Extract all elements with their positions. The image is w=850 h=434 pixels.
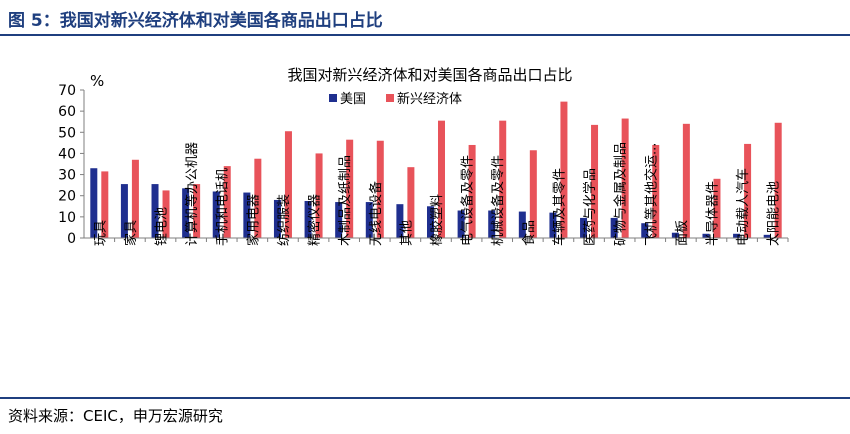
bar-us (365, 202, 373, 238)
bar-emerging (529, 150, 537, 238)
x-tick-label: 家具 (123, 220, 139, 246)
x-tick-label: 矿物与金属及制品 (613, 142, 629, 246)
y-tick-label: 50 (58, 125, 76, 141)
x-tick-label: 锂电池 (155, 207, 170, 246)
x-tick-label: 机械设备及零件 (490, 155, 506, 246)
x-tick-label: 半导体器件 (705, 181, 720, 246)
y-axis-unit: % (90, 72, 104, 90)
bar-us (151, 184, 159, 238)
bar-emerging (744, 143, 752, 238)
bar-us (273, 199, 281, 238)
legend-label-us: 美国 (340, 92, 366, 107)
bar-us (335, 202, 343, 238)
bar-us (90, 168, 98, 238)
bar-emerging (346, 139, 354, 238)
y-tick-label: 70 (58, 83, 76, 99)
bar-us (304, 201, 312, 238)
bar-us (212, 191, 220, 238)
x-tick-label: 无线电设备 (368, 181, 384, 246)
bar-emerging (315, 153, 323, 238)
bars (90, 101, 782, 238)
bar-emerging (162, 190, 170, 238)
bar-emerging (621, 118, 629, 238)
x-tick-label: 车辆及其零件 (551, 168, 567, 246)
x-tick-label: 飞机等其他交运... (643, 143, 659, 246)
x-tick-label: 木制品及纸制品 (338, 155, 353, 246)
legend-label-emerging: 新兴经济体 (397, 91, 462, 107)
x-tick-label: 面板 (675, 220, 690, 246)
bar-emerging (284, 131, 292, 238)
bar-us (702, 233, 710, 238)
bar-us (396, 204, 404, 238)
bar-emerging (652, 144, 660, 238)
chart-title: 我国对新兴经济体和对美国各商品出口占比 (287, 66, 572, 84)
bar-us (641, 223, 649, 238)
bar-chart: 我国对新兴经济体和对美国各商品出口占比 % 美国 新兴经济体 0 10 20 30 40… (58, 66, 789, 247)
x-tick-label: 太阳能电池 (767, 181, 782, 246)
bar-emerging (254, 158, 262, 238)
bar-us (733, 233, 741, 238)
y-axis: 0 10 20 30 40 50 60 70 (58, 83, 85, 247)
x-tick-label: 电动载人汽车 (735, 168, 751, 246)
bar-emerging (774, 122, 782, 238)
bottom-rule (0, 397, 850, 399)
x-tick-label: 手机和电话机 (216, 168, 231, 246)
y-tick-label: 30 (58, 168, 76, 184)
bar-us (549, 212, 557, 238)
bar-emerging (591, 124, 599, 238)
bar-emerging (376, 140, 384, 238)
x-tick-label: 电气设备及零件 (460, 155, 476, 246)
bar-us (488, 210, 496, 238)
bar-us (671, 232, 679, 238)
bar-emerging (438, 120, 445, 238)
x-axis: 玩具 家具 锂电池 计算机等办公机器 手机和电话机 家用电器 纺织服装 精密仪器 木制品及纸制品… (84, 142, 789, 246)
y-tick-label: 0 (67, 231, 76, 247)
bar-emerging (193, 184, 201, 238)
bar-emerging (101, 171, 109, 238)
bar-us (120, 184, 128, 238)
bar-emerging (468, 144, 476, 238)
legend-swatch-emerging (386, 94, 394, 102)
bar-us (182, 188, 190, 238)
x-tick-label: 纺织服装 (277, 194, 292, 246)
bar-us (610, 217, 618, 238)
bar-us (243, 192, 251, 238)
x-tick-label: 家用电器 (245, 194, 261, 246)
y-tick-label: 20 (58, 189, 76, 205)
x-tick-label: 橡胶塑料 (429, 194, 445, 246)
x-tick-label: 玩具 (93, 220, 108, 246)
bar-us (427, 206, 434, 238)
bar-emerging (407, 167, 415, 238)
bar-us (457, 210, 465, 238)
top-rule (0, 34, 850, 36)
bar-emerging (131, 159, 139, 238)
bar-emerging (223, 166, 231, 238)
bar-us (518, 211, 526, 238)
bar-emerging (499, 120, 507, 238)
y-tick-label: 10 (58, 210, 76, 226)
x-tick-label: 其他 (399, 220, 414, 246)
bar-emerging (560, 101, 568, 238)
x-tick-label: 精密仪器 (307, 194, 323, 246)
x-tick-label: 食品 (521, 220, 537, 246)
legend-swatch-us (329, 94, 337, 102)
source-note: 资料来源：CEIC，申万宏源研究 (8, 407, 223, 425)
figure-title: 图 5：我国对新兴经济体和对美国各商品出口占比 (8, 11, 383, 31)
y-tick-label: 60 (58, 104, 76, 120)
legend: 美国 新兴经济体 (329, 91, 462, 107)
bar-emerging (713, 178, 721, 238)
bar-us (580, 217, 588, 238)
x-tick-label: 计算机等办公机器 (184, 142, 200, 246)
y-tick-label: 40 (58, 146, 76, 162)
bar-us (763, 234, 771, 238)
bar-emerging (682, 123, 690, 238)
x-tick-label: 医药与化学品 (582, 168, 598, 246)
